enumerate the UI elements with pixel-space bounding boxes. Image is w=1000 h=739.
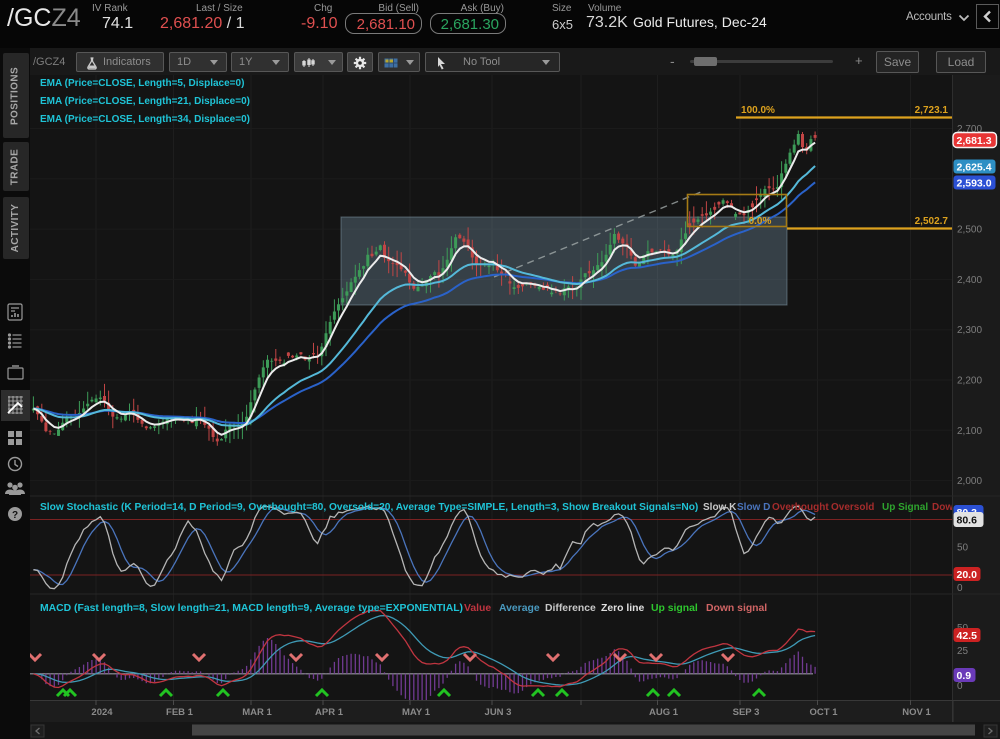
svg-text:Up Signal: Up Signal <box>882 502 928 513</box>
svg-text:0: 0 <box>957 681 963 692</box>
svg-text:25: 25 <box>957 646 969 657</box>
svg-text:2,593.0: 2,593.0 <box>957 177 992 189</box>
svg-text:Zero line: Zero line <box>601 603 645 614</box>
svg-text:SEP 3: SEP 3 <box>733 707 760 718</box>
svg-text:2,700: 2,700 <box>957 124 982 135</box>
svg-text:FEB 1: FEB 1 <box>166 707 194 718</box>
svg-text:APR 1: APR 1 <box>315 707 344 718</box>
svg-text:2,100: 2,100 <box>957 426 982 437</box>
svg-text:AUG 1: AUG 1 <box>649 707 679 718</box>
svg-text:2,000: 2,000 <box>957 476 982 487</box>
svg-text:NOV 1: NOV 1 <box>902 707 931 718</box>
svg-text:Slow K: Slow K <box>703 502 737 513</box>
svg-text:Overbought: Overbought <box>772 502 829 513</box>
svg-text:2,200: 2,200 <box>957 376 982 387</box>
svg-text:EMA (Price=CLOSE, Length=5, Di: EMA (Price=CLOSE, Length=5, Displace=0) <box>40 78 244 89</box>
svg-text:2,502.7: 2,502.7 <box>915 216 949 227</box>
svg-text:Down Signal: Down Signal <box>932 502 992 513</box>
svg-text:2,300: 2,300 <box>957 325 982 336</box>
svg-text:2,500: 2,500 <box>957 225 982 236</box>
svg-text:EMA (Price=CLOSE, Length=34, D: EMA (Price=CLOSE, Length=34, Displace=0) <box>40 114 250 125</box>
svg-text:2,681.3: 2,681.3 <box>957 135 992 147</box>
svg-text:Slow Stochastic (K Period=14,: Slow Stochastic (K Period=14, D Period=9… <box>40 502 698 513</box>
svg-text:Oversold: Oversold <box>831 502 874 513</box>
svg-text:MAR 1: MAR 1 <box>242 707 272 718</box>
svg-text:Down signal: Down signal <box>706 603 767 614</box>
svg-text:Average: Average <box>499 603 540 614</box>
svg-text:2024: 2024 <box>91 707 113 718</box>
svg-text:80.6: 80.6 <box>957 514 978 526</box>
svg-text:MACD (Fast length=8, Slow leng: MACD (Fast length=8, Slow length=21, MAC… <box>40 603 463 614</box>
svg-text:JUN 3: JUN 3 <box>485 707 512 718</box>
svg-text:0: 0 <box>957 583 963 594</box>
svg-text:2,625.4: 2,625.4 <box>957 161 992 173</box>
svg-text:OCT 1: OCT 1 <box>810 707 839 718</box>
svg-text:?: ? <box>12 510 18 521</box>
svg-text:MAY 1: MAY 1 <box>402 707 431 718</box>
svg-text:50: 50 <box>957 543 969 554</box>
svg-text:20.0: 20.0 <box>957 569 978 581</box>
svg-text:0.0%: 0.0% <box>749 216 772 227</box>
svg-text:Slow D: Slow D <box>737 502 770 513</box>
svg-text:0.9: 0.9 <box>957 670 972 682</box>
svg-text:Value: Value <box>464 603 491 614</box>
svg-text:42.5: 42.5 <box>957 630 978 642</box>
svg-text:EMA (Price=CLOSE, Length=21, D: EMA (Price=CLOSE, Length=21, Displace=0) <box>40 96 250 107</box>
svg-text:2,400: 2,400 <box>957 275 982 286</box>
svg-text:Difference: Difference <box>545 603 596 614</box>
svg-text:2,723.1: 2,723.1 <box>915 105 949 116</box>
svg-text:100.0%: 100.0% <box>741 105 775 116</box>
svg-text:Up signal: Up signal <box>651 603 698 614</box>
